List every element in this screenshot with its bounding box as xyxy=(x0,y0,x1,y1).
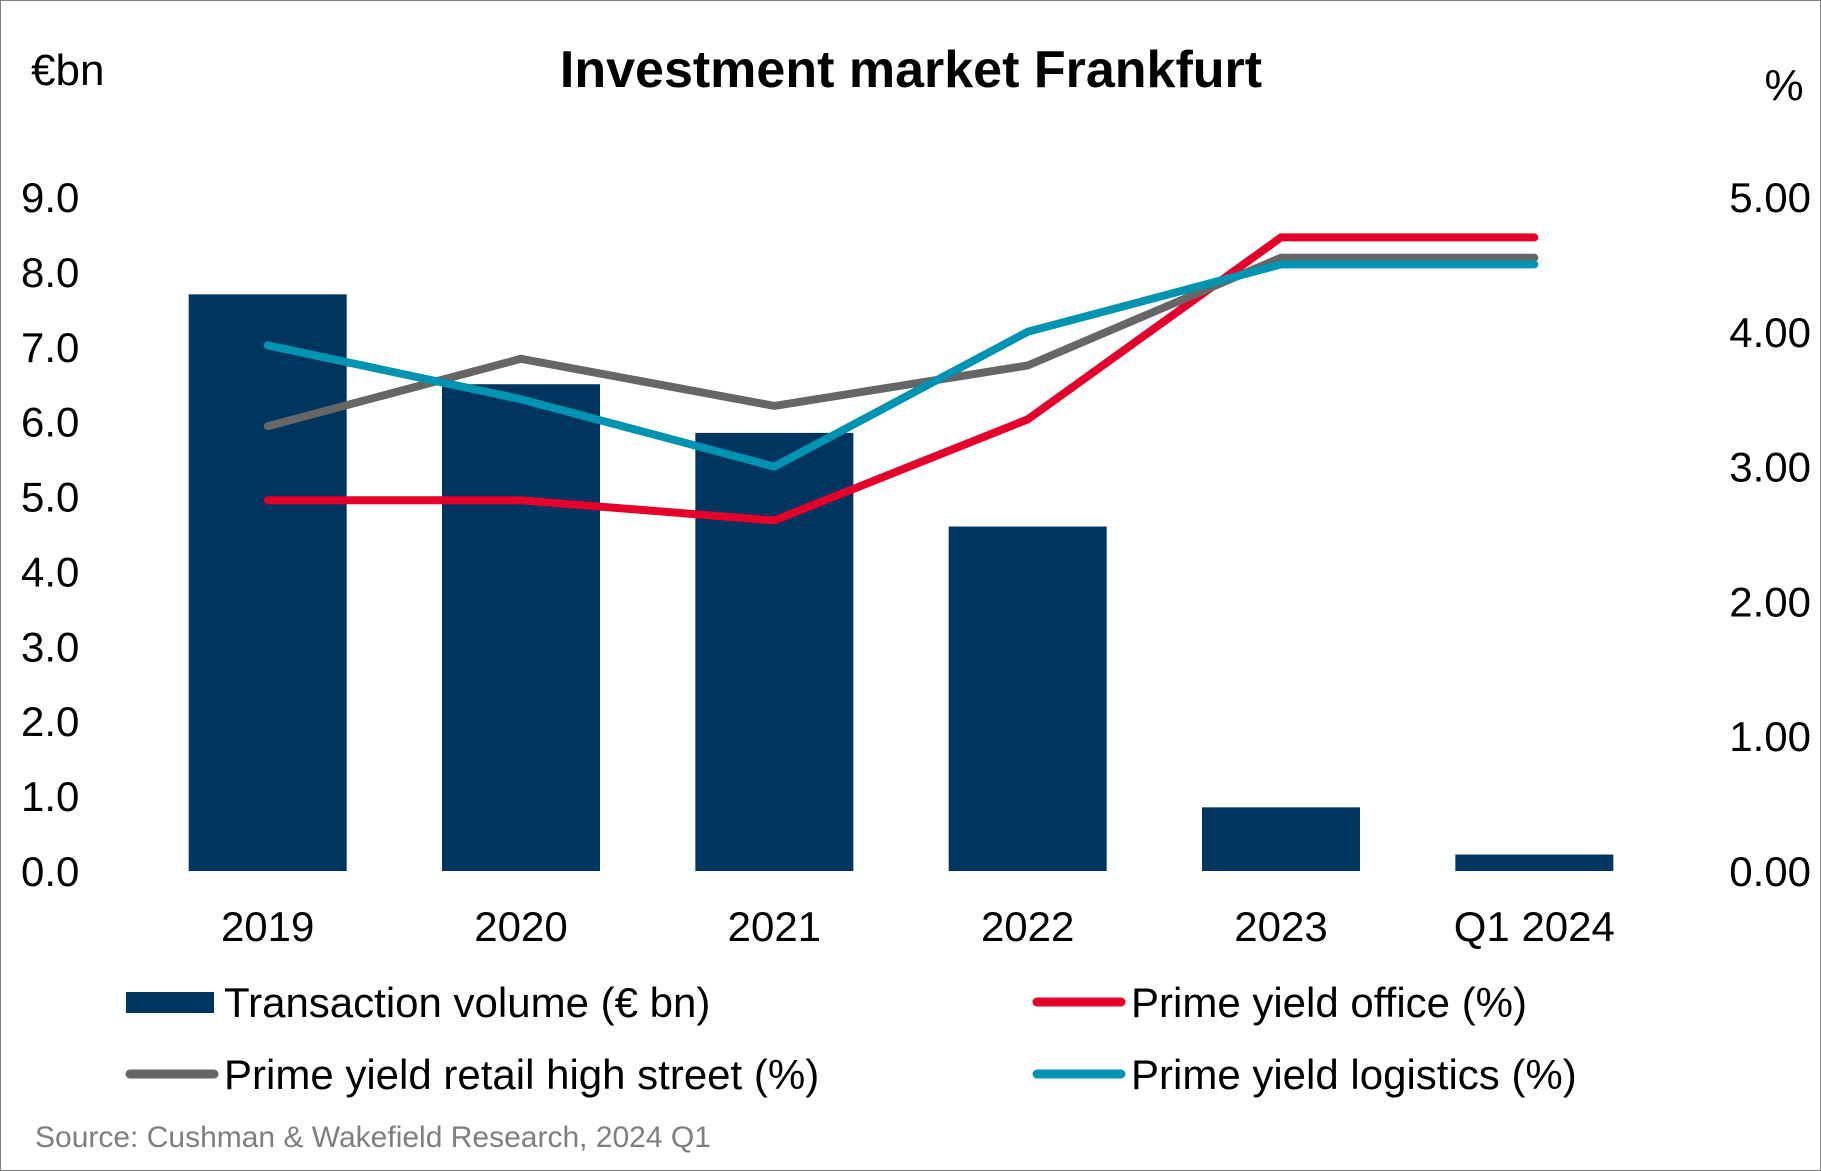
left-tick-label: 5.0 xyxy=(21,474,79,521)
x-axis: 2019 2020 2021 2022 2023 Q1 2024 xyxy=(221,903,1615,950)
left-tick-label: 3.0 xyxy=(21,623,79,670)
x-tick-label: 2019 xyxy=(221,903,314,950)
left-tick-label: 7.0 xyxy=(21,324,79,371)
right-axis: 0.00 1.00 2.00 3.00 4.00 5.00 xyxy=(1729,174,1811,895)
series-line xyxy=(263,233,1539,525)
left-tick-label: 9.0 xyxy=(21,174,79,221)
left-axis-unit: €bn xyxy=(31,46,104,95)
chart-title: Investment market Frankfurt xyxy=(560,41,1262,99)
bar-series xyxy=(188,294,1614,871)
right-tick-label: 4.00 xyxy=(1729,309,1811,356)
series-line xyxy=(263,260,1539,471)
right-tick-label: 5.00 xyxy=(1729,174,1811,221)
right-tick-label: 2.00 xyxy=(1729,578,1811,625)
right-tick-label: 0.00 xyxy=(1729,848,1811,895)
left-tick-label: 8.0 xyxy=(21,249,79,296)
line-series xyxy=(263,233,1539,525)
x-tick-label: 2022 xyxy=(981,903,1074,950)
legend-swatch xyxy=(126,992,214,1013)
x-tick-label: 2020 xyxy=(474,903,567,950)
right-axis-unit: % xyxy=(1764,61,1803,110)
right-tick-label: 3.00 xyxy=(1729,444,1811,491)
series-line xyxy=(263,253,1539,431)
bar xyxy=(1202,807,1360,871)
source-note: Source: Cushman & Wakefield Research, 20… xyxy=(35,1121,711,1154)
bar xyxy=(948,526,1107,871)
left-tick-label: 4.0 xyxy=(21,548,79,595)
left-tick-label: 0.0 xyxy=(21,848,79,895)
bar xyxy=(1455,854,1614,871)
left-tick-label: 1.0 xyxy=(21,773,79,820)
left-tick-label: 6.0 xyxy=(21,399,79,446)
left-axis: 0.0 1.0 2.0 3.0 4.0 5.0 6.0 7.0 8.0 9.0 xyxy=(21,174,79,895)
bar xyxy=(442,384,600,871)
legend-label: Transaction volume (€ bn) xyxy=(224,979,710,1026)
x-tick-label: 2023 xyxy=(1234,903,1327,950)
x-tick-label: Q1 2024 xyxy=(1454,903,1615,950)
legend-label: Prime yield office (%) xyxy=(1131,979,1527,1026)
right-tick-label: 1.00 xyxy=(1729,713,1811,760)
legend-label: Prime yield retail high street (%) xyxy=(224,1051,819,1098)
left-tick-label: 2.0 xyxy=(21,698,79,745)
x-tick-label: 2021 xyxy=(728,903,821,950)
legend: Transaction volume (€ bn) Prime yield off… xyxy=(125,979,1577,1098)
bar xyxy=(188,294,347,871)
legend-label: Prime yield logistics (%) xyxy=(1131,1051,1577,1098)
bar xyxy=(695,432,854,871)
